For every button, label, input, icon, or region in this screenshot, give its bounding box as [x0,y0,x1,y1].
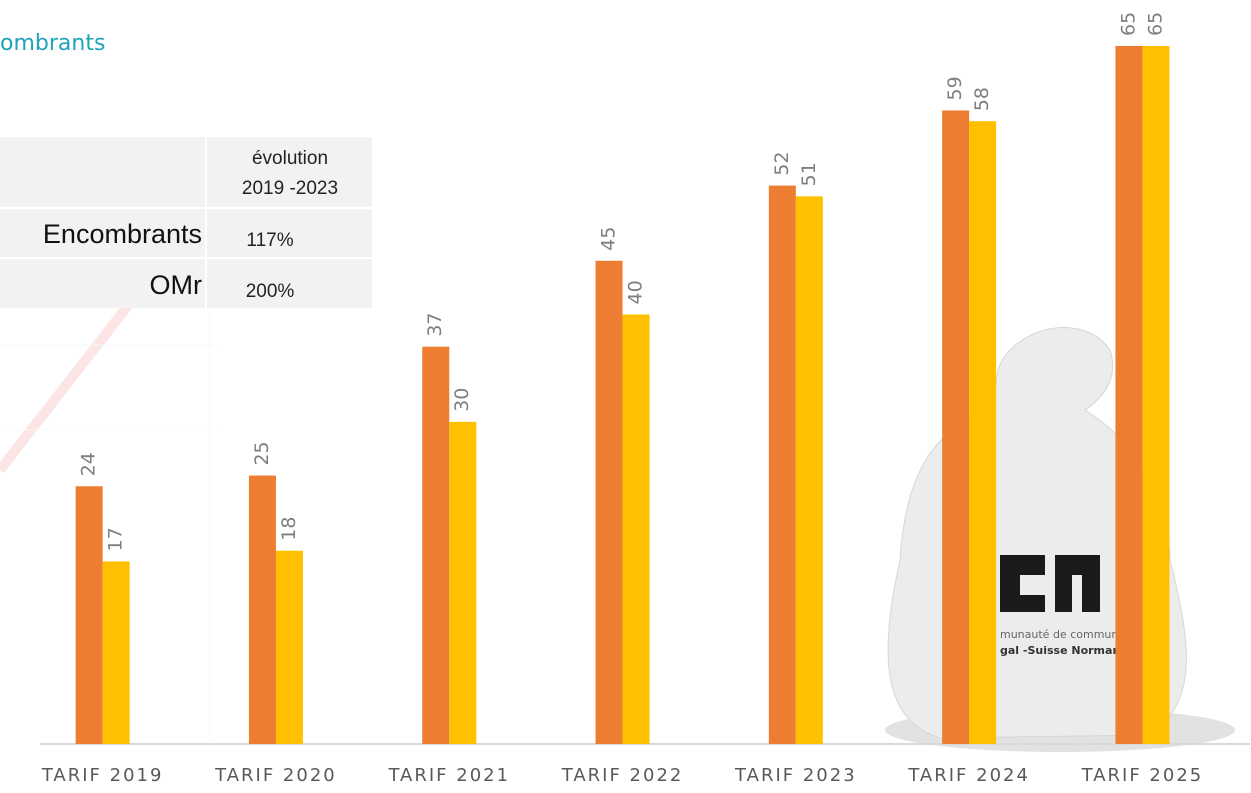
value-label: 65 [1117,12,1139,36]
table-cell: 117% [246,230,293,251]
x-tick-label: TARIF 2025 [1081,765,1204,786]
value-label: 25 [251,441,273,465]
bar [275,550,303,744]
value-label: 24 [78,452,100,476]
table: évolution 2019 -2023 Encombrants 117% OM… [0,137,372,308]
bag-text: munauté de commun [1000,628,1118,641]
bar [969,121,997,744]
bar [942,110,970,744]
bar [75,486,103,744]
bar [1115,46,1143,744]
value-label: 37 [424,312,446,336]
x-tick-label: TARIF 2023 [734,765,857,786]
background-decoration [0,286,220,745]
table-header: évolution [252,148,328,169]
x-tick-label: TARIF 2024 [907,765,1030,786]
value-label: 45 [598,227,620,251]
bar [1142,46,1170,744]
bag-image: munauté de commun gal -Suisse Norman [885,327,1235,752]
value-label: 30 [451,388,473,412]
x-tick-label: TARIF 2021 [387,765,510,786]
bar [102,561,130,744]
bar [422,346,450,744]
x-tick-label: TARIF 2022 [561,765,684,786]
x-tick-label: TARIF 2019 [41,765,164,786]
bar [248,475,276,744]
value-label: 17 [105,527,127,551]
chart-title: ombrants [0,31,105,56]
table-row-label: Encombrants [43,219,202,249]
bar [595,260,623,744]
bar [795,196,823,745]
value-label: 52 [771,151,793,175]
bar [622,314,650,744]
bag-logo [1000,555,1100,612]
bag-text: gal -Suisse Norman [1000,644,1120,657]
bar [449,421,477,744]
value-label: 65 [1144,12,1166,36]
value-label: 51 [798,162,820,186]
table-header: 2019 -2023 [242,178,338,199]
value-label: 40 [625,280,647,304]
value-label: 59 [944,76,966,100]
table-cell: 200% [246,281,295,302]
table-bg [0,137,372,308]
table-row-label: OMr [150,270,202,300]
value-label: 58 [971,87,993,111]
x-tick-label: TARIF 2020 [214,765,337,786]
bar [768,185,796,745]
value-label: 18 [278,517,300,541]
deco-line [0,286,144,474]
